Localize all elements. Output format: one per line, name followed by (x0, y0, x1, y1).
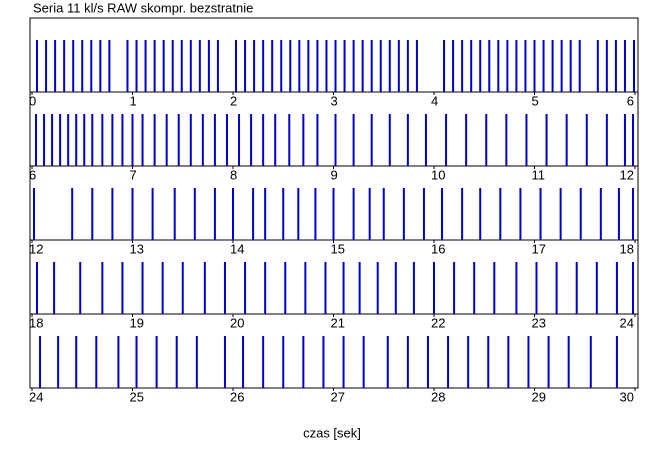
chart-title: Seria 11 kl/s RAW skompr. bezstratnie (33, 0, 253, 15)
x-tick-label: 25 (130, 389, 144, 404)
x-tick-label: 12 (620, 167, 634, 182)
x-tick-label: 19 (130, 315, 144, 330)
x-tick-label: 24 (29, 389, 43, 404)
x-tick-label: 23 (532, 315, 546, 330)
x-tick-label: 18 (29, 315, 43, 330)
x-tick-label: 30 (620, 389, 634, 404)
x-tick-label: 9 (331, 167, 338, 182)
x-tick-label: 10 (431, 167, 445, 182)
x-tick-label: 0 (29, 93, 36, 108)
x-axis-label: czas [sek] (303, 425, 361, 440)
x-tick-label: 17 (532, 241, 546, 256)
x-tick-label: 15 (331, 241, 345, 256)
x-tick-label: 2 (230, 93, 237, 108)
x-tick-label: 4 (431, 93, 438, 108)
x-tick-label: 12 (29, 241, 43, 256)
x-tick-label: 11 (532, 167, 546, 182)
x-tick-label: 28 (431, 389, 445, 404)
x-tick-label: 22 (431, 315, 445, 330)
x-tick-label: 29 (532, 389, 546, 404)
x-tick-label: 16 (431, 241, 445, 256)
x-tick-label: 21 (331, 315, 345, 330)
x-tick-label: 6 (627, 93, 634, 108)
x-tick-label: 6 (29, 167, 36, 182)
x-tick-label: 5 (532, 93, 539, 108)
x-tick-label: 8 (230, 167, 237, 182)
x-tick-label: 14 (230, 241, 244, 256)
x-tick-label: 27 (331, 389, 345, 404)
x-tick-label: 13 (130, 241, 144, 256)
x-tick-label: 1 (130, 93, 137, 108)
x-tick-label: 26 (230, 389, 244, 404)
x-tick-label: 24 (620, 315, 634, 330)
x-tick-label: 7 (130, 167, 137, 182)
x-tick-label: 18 (620, 241, 634, 256)
x-tick-label: 3 (331, 93, 338, 108)
x-tick-label: 20 (230, 315, 244, 330)
